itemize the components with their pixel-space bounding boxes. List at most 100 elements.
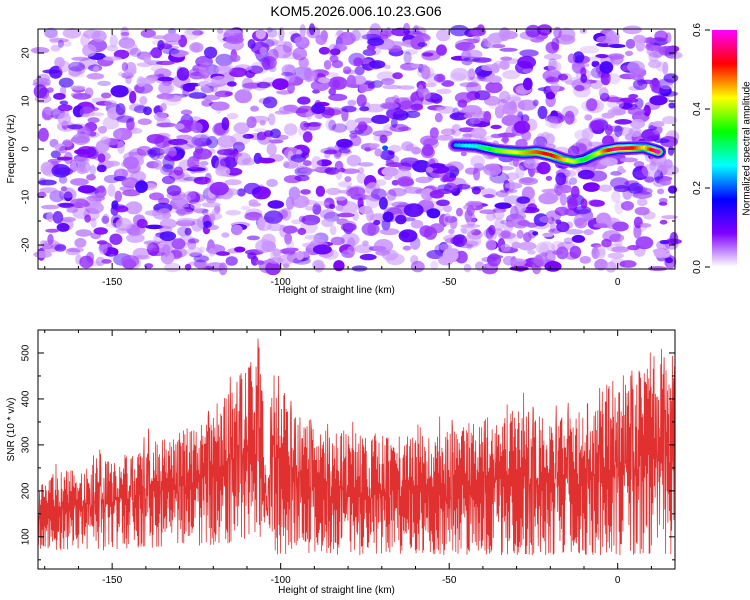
noise-blob — [448, 228, 455, 235]
noise-blob — [643, 211, 656, 220]
noise-blob — [148, 251, 166, 257]
noise-blob — [403, 186, 424, 194]
noise-blob — [79, 106, 95, 118]
noise-blob — [255, 239, 274, 253]
noise-blob — [614, 119, 632, 125]
noise-blob — [304, 67, 313, 80]
noise-blob — [67, 124, 83, 130]
noise-blob — [311, 103, 326, 115]
noise-blob — [211, 208, 219, 216]
noise-blob — [466, 81, 482, 94]
noise-blob — [58, 77, 74, 88]
noise-blob — [667, 262, 674, 269]
noise-blob — [225, 209, 241, 216]
noise-blob — [367, 223, 377, 236]
noise-blob — [58, 60, 71, 73]
noise-blob — [505, 221, 515, 228]
noise-blob — [197, 81, 212, 88]
noise-blob — [654, 30, 668, 42]
noise-blob — [390, 117, 398, 128]
noise-blob — [217, 149, 236, 156]
noise-blob — [161, 175, 176, 185]
noise-blob — [265, 261, 281, 276]
noise-blob — [395, 214, 407, 225]
noise-blob — [225, 256, 238, 266]
noise-blob — [424, 82, 437, 88]
noise-blob — [40, 240, 48, 246]
noise-blob — [44, 108, 61, 116]
noise-blob — [349, 130, 364, 135]
noise-blob — [57, 112, 71, 126]
noise-blob — [156, 93, 175, 100]
noise-blob — [472, 57, 492, 63]
noise-blob — [115, 103, 126, 116]
noise-blob — [86, 73, 105, 80]
noise-blob — [340, 232, 360, 247]
noise-blob — [214, 159, 226, 172]
snr-y-axis: 100 200 300 400 500 — [21, 329, 675, 561]
noise-blob — [338, 31, 356, 45]
noise-blob — [193, 208, 209, 214]
noise-blob — [658, 197, 668, 204]
noise-blob — [329, 55, 339, 63]
noise-blob — [333, 260, 345, 272]
colorbar-tick-label: 0.2 — [692, 181, 703, 195]
noise-blob — [392, 72, 403, 80]
colorbar: 0.0 0.2 0.4 0.6 Normalized spectral amplitu… — [692, 23, 750, 274]
noise-blob — [633, 161, 645, 168]
noise-blob — [328, 87, 337, 96]
noise-blob — [90, 218, 97, 228]
noise-blob — [607, 252, 624, 259]
noise-blob — [266, 178, 278, 188]
noise-blob — [246, 116, 257, 129]
noise-blob — [581, 127, 594, 141]
noise-blob — [300, 152, 310, 159]
noise-blob — [635, 236, 654, 250]
noise-blob — [543, 53, 562, 60]
noise-blob — [126, 43, 138, 55]
noise-blob — [261, 56, 277, 70]
noise-blob — [646, 45, 666, 58]
noise-blob — [41, 204, 60, 210]
noise-blob — [199, 161, 209, 166]
noise-blob — [69, 159, 78, 173]
noise-blob — [123, 156, 139, 170]
noise-blob — [83, 201, 91, 207]
noise-blob — [357, 167, 365, 174]
noise-blob — [163, 32, 181, 43]
noise-blob — [334, 196, 347, 201]
noise-blob — [470, 186, 485, 191]
noise-blob — [449, 24, 469, 37]
noise-blob — [66, 207, 79, 213]
noise-blob — [193, 255, 209, 263]
noise-blob — [136, 218, 148, 229]
noise-blob — [246, 235, 260, 241]
noise-blob — [158, 208, 171, 216]
noise-blob — [564, 110, 575, 125]
noise-blob — [572, 62, 590, 68]
noise-blob — [171, 238, 186, 250]
noise-blob — [487, 253, 501, 267]
noise-blob — [611, 246, 630, 253]
noise-blob — [250, 105, 259, 112]
noise-blob — [463, 113, 473, 119]
noise-blob — [410, 103, 424, 111]
noise-blob — [303, 160, 312, 167]
noise-blob — [118, 72, 125, 77]
noise-blob — [294, 36, 309, 45]
noise-blob — [221, 232, 230, 238]
noise-blob — [379, 228, 400, 236]
noise-blob — [517, 99, 537, 111]
noise-blob — [106, 45, 119, 52]
noise-blob — [483, 42, 492, 47]
noise-blob — [191, 122, 203, 134]
noise-blob — [661, 165, 679, 176]
noise-blob — [159, 218, 177, 229]
noise-blob — [281, 71, 294, 77]
noise-blob — [149, 50, 156, 55]
noise-blob — [570, 185, 580, 199]
noise-blob — [385, 253, 405, 266]
noise-blob — [429, 127, 439, 139]
noise-blob — [628, 127, 642, 137]
noise-blob — [51, 164, 71, 178]
